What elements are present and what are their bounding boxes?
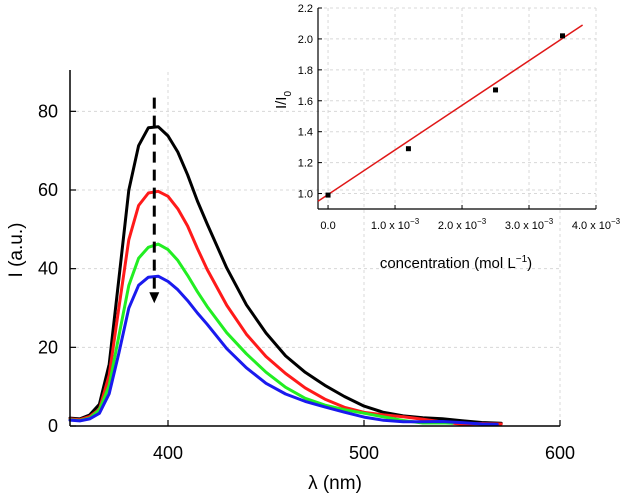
inset-point-0: [325, 192, 331, 198]
inset-y-tick-label-3: 1.6: [298, 96, 313, 108]
inset-point-2: [493, 87, 499, 93]
spectrum-x-tick-label-2: 600: [545, 443, 575, 463]
inset-y-axis-title: I/I0: [273, 91, 294, 110]
spectrum-y-tick-label-2: 40: [38, 259, 58, 279]
spectrum-x-tick-label-1: 500: [349, 443, 379, 463]
spectrum-series-green: [68, 242, 454, 425]
spectrum-y-tick-label-3: 60: [38, 180, 58, 200]
inset-points-group: [325, 33, 566, 198]
decrease-arrow: [149, 97, 160, 304]
inset-x-tick-label-4: 4.0 x 10−3: [572, 217, 621, 232]
inset-fit-line-group: [317, 24, 584, 202]
inset-y-tick-label-5: 2.0: [298, 34, 313, 46]
spectrum-x-tick-label-0: 400: [153, 443, 183, 463]
spectrum-chart: 400 500 600 0 20 40 60 80 λ (nm) I (a.u.): [6, 70, 575, 494]
inset-x-tick-label-3: 3.0 x 10−3: [505, 217, 554, 232]
inset-y-tick-label-6: 2.2: [298, 3, 313, 15]
spectrum-y-axis-title: I (a.u.): [6, 223, 27, 278]
spectrum-series-red: [68, 189, 503, 426]
spectrum-y-tick-label-1: 20: [38, 337, 58, 357]
inset-tick-labels: 1.0 1.2 1.4 1.6 1.8 2.0 2.2 0.0 1.0 x 10−3 2.0 x …: [298, 3, 621, 232]
spectrum-y-tick-label-0: 0: [48, 416, 58, 436]
arrow-head: [149, 292, 160, 304]
inset-x-axis-title: concentration (mol L−1): [380, 254, 532, 272]
calibration-inset-chart: 1.0 1.2 1.4 1.6 1.8 2.0 2.2 0.0 1.0 x 10−3 2.0 x …: [273, 3, 621, 272]
inset-x-tick-label-0: 0.0: [320, 220, 335, 232]
inset-point-3: [560, 33, 566, 39]
inset-grid: [318, 7, 597, 209]
inset-fit-line: [317, 24, 584, 202]
inset-y-tick-label-0: 1.0: [298, 189, 313, 201]
spectrum-tick-labels: 400 500 600 0 20 40 60 80: [38, 101, 575, 463]
spectrum-axes: [69, 70, 560, 427]
inset-axes: [317, 8, 596, 210]
spectrum-y-tick-label-4: 80: [38, 101, 58, 121]
inset-y-tick-label-4: 1.8: [298, 65, 313, 77]
spectrum-series-blue: [68, 274, 499, 426]
spectrum-x-axis-title: λ (nm): [308, 473, 362, 494]
inset-y-tick-label-2: 1.4: [298, 127, 313, 139]
spectrum-series-group: [68, 125, 503, 426]
inset-x-tick-label-1: 1.0 x 10−3: [371, 217, 420, 232]
inset-x-tick-label-2: 2.0 x 10−3: [438, 217, 487, 232]
inset-y-tick-label-1: 1.2: [298, 158, 313, 170]
inset-point-1: [405, 146, 411, 152]
